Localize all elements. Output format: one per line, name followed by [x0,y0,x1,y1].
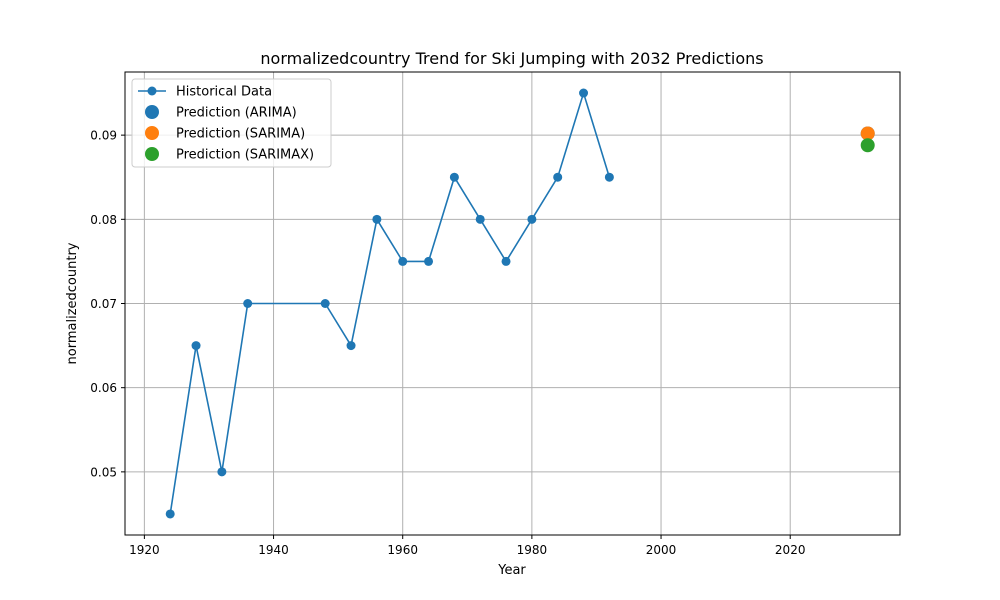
y-tick-label: 0.09 [90,129,117,143]
legend-marker-swatch [147,86,157,96]
historical-data-point [553,172,563,182]
historical-data-point [346,341,356,351]
historical-data-point [475,214,485,224]
historical-data-point [191,341,201,351]
x-tick-label: 1940 [258,543,289,557]
y-axis-label: normalizedcountry [65,242,80,364]
x-tick-label: 2020 [775,543,806,557]
historical-data-point [243,299,253,308]
historical-series-line [169,90,611,515]
legend-label: Prediction (SARIMA) [176,127,305,142]
historical-data-point [320,299,330,308]
historical-data-point [217,467,227,477]
y-tick-label: 0.05 [90,465,117,479]
historical-data-point [372,214,382,224]
x-tick-label: 2000 [646,543,677,557]
x-tick-label: 1920 [129,543,160,557]
legend-label: Historical Data [176,85,272,100]
y-tick-label: 0.07 [90,297,117,311]
x-tick-label: 1960 [387,543,418,557]
legend-marker-swatch [145,105,159,119]
historical-data-point [579,88,589,98]
plot-area [165,88,875,519]
chart-title: normalizedcountry Trend for Ski Jumping … [260,49,763,68]
x-axis-label: Year [497,563,526,578]
y-tick-label: 0.06 [90,381,117,395]
x-tick-label: 1980 [517,543,548,557]
legend-box [131,78,332,168]
legend-label: Prediction (ARIMA) [176,106,297,121]
historical-data-point [424,256,434,266]
historical-data-point [449,172,459,182]
prediction-point [860,138,875,153]
ticks: 1920 1940 1960 1980 2000 2020 0.05 0.06 0.07 0.08… [90,129,805,557]
historical-data-point [398,256,408,266]
legend: Historical Data Prediction (ARIMA) Predict… [131,78,332,168]
y-tick-label: 0.08 [90,213,117,227]
legend-marker-swatch [145,126,159,140]
historical-data-point [165,509,175,519]
legend-label: Prediction (SARIMAX) [176,148,314,163]
historical-data-point [604,172,614,182]
prediction-point [860,126,875,141]
historical-data-point [501,256,511,266]
historical-data-point [527,214,537,224]
legend-marker-swatch [145,147,159,161]
